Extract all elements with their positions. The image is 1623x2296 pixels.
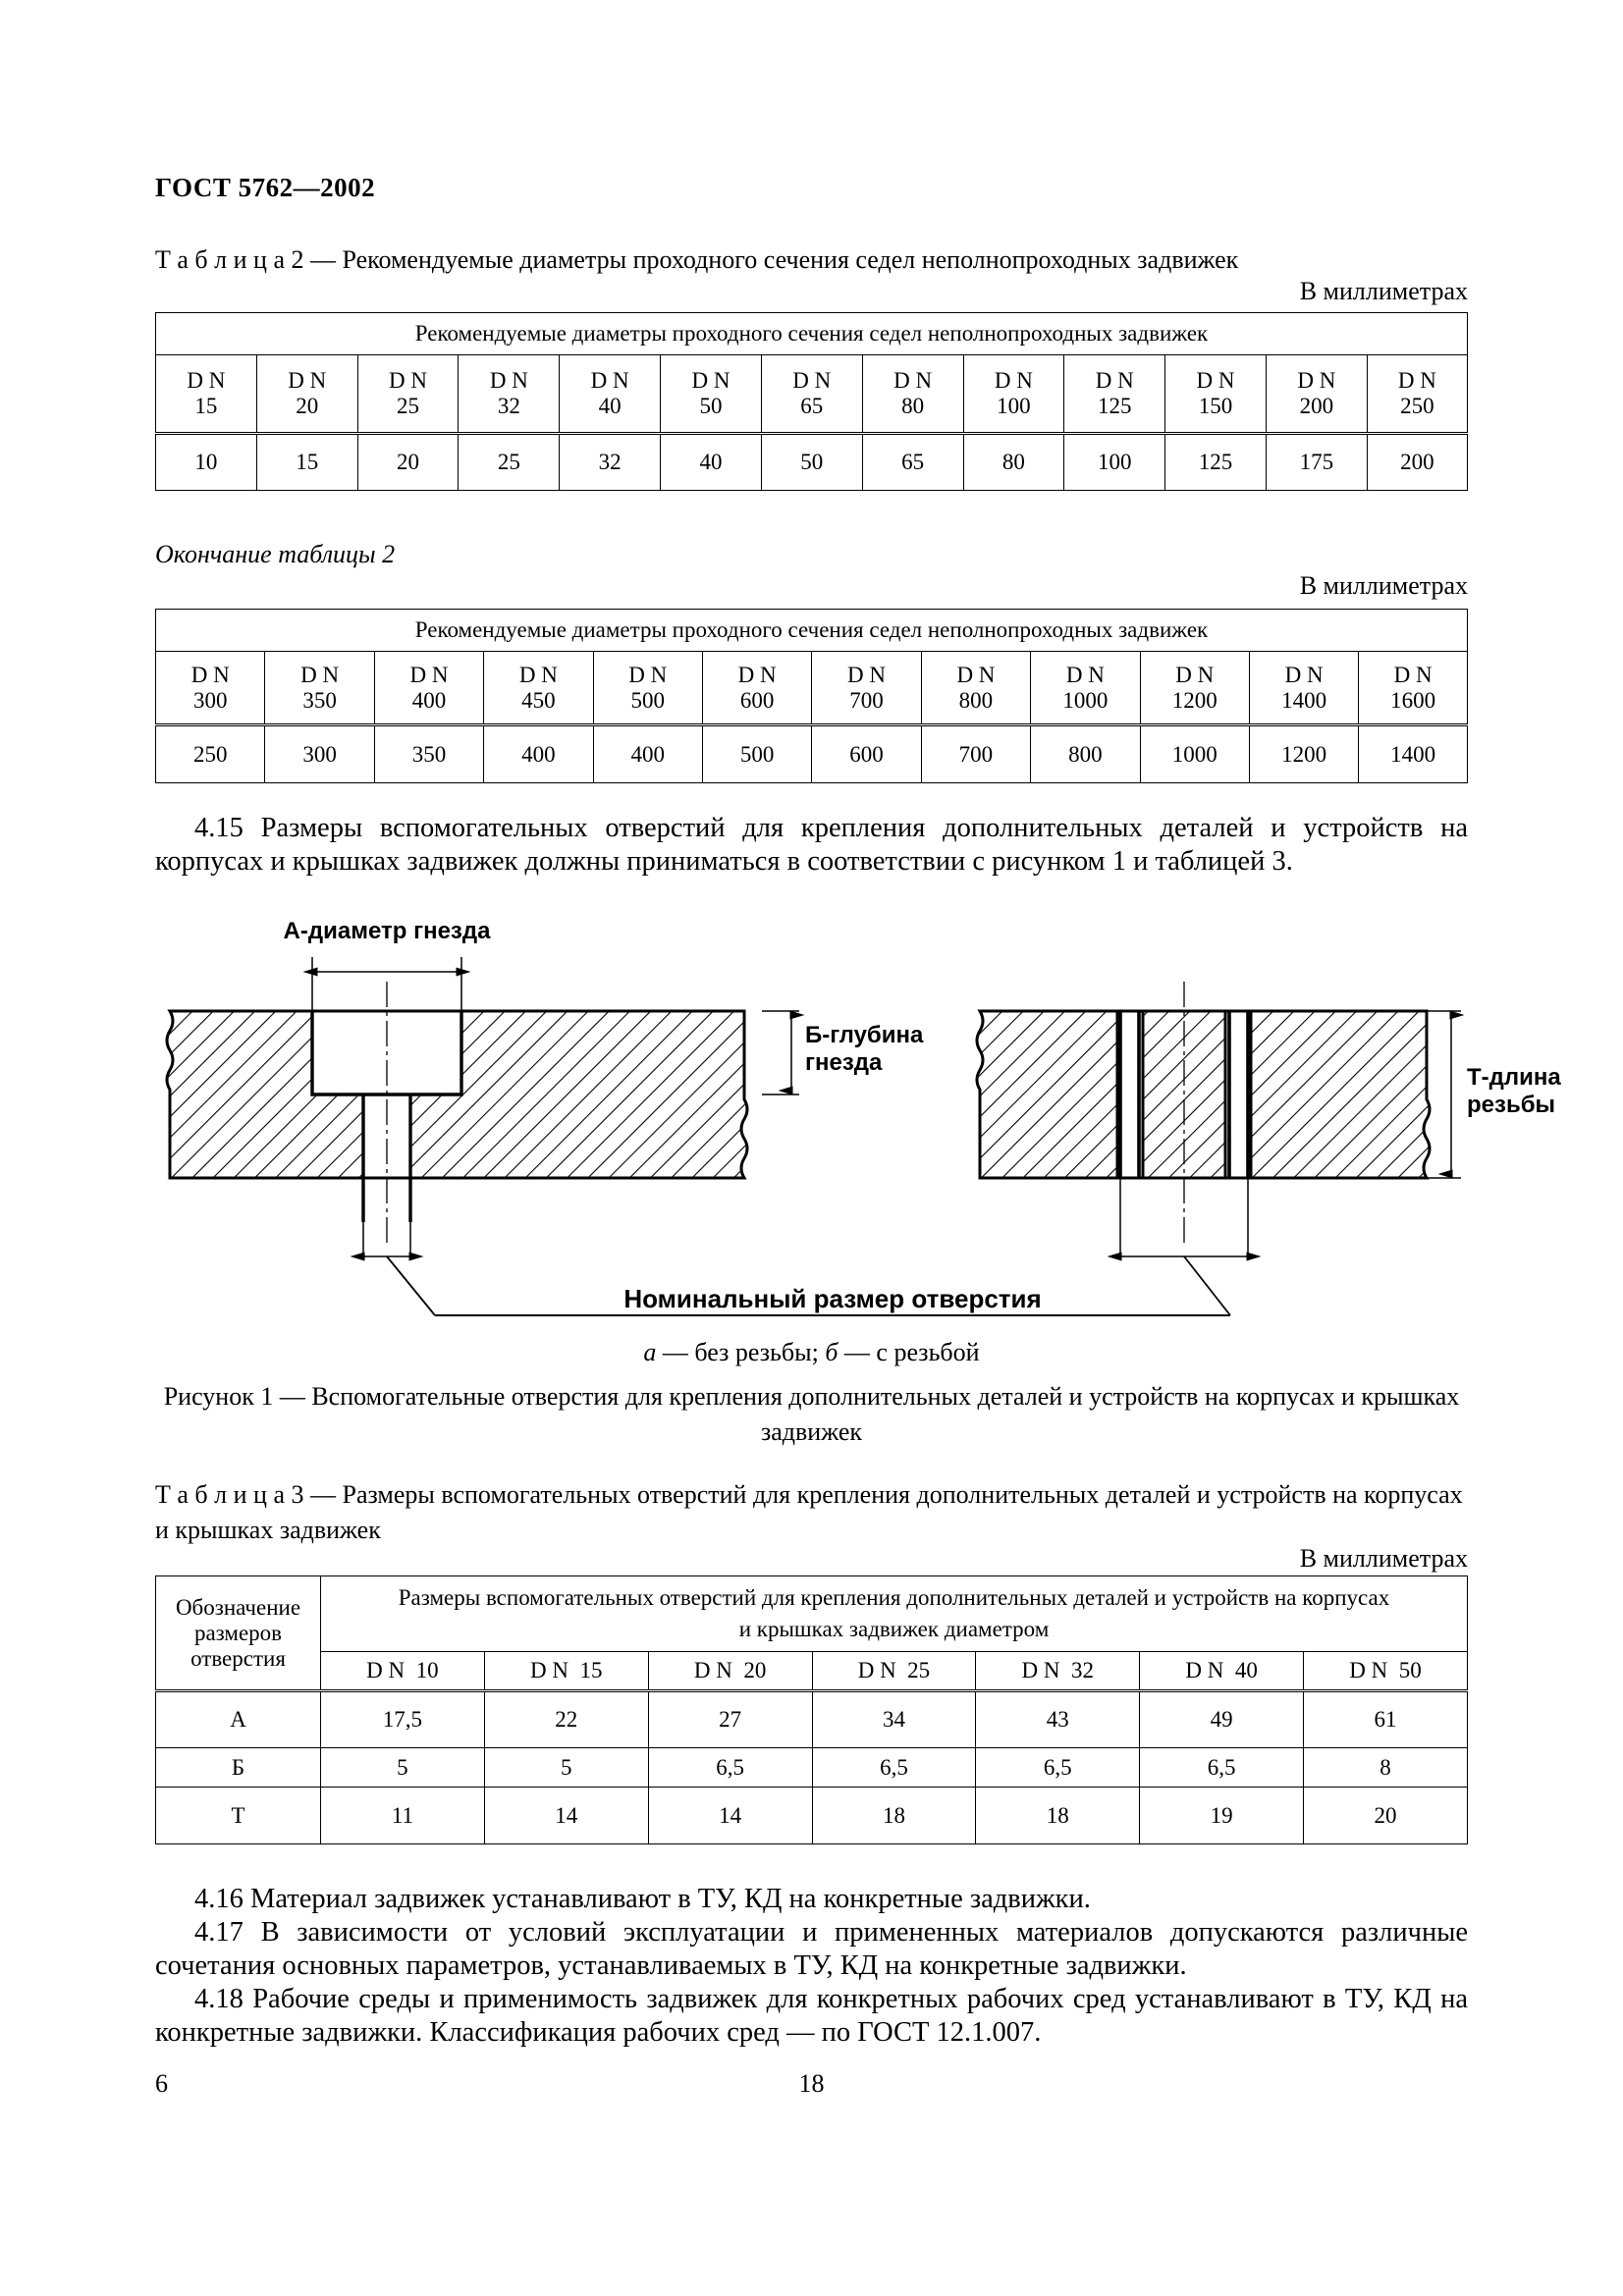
svg-text:резьбы: резьбы (1467, 1092, 1555, 1118)
svg-text:Т-длина: Т-длина (1467, 1064, 1561, 1091)
svg-text:Номинальный размер отверстия: Номинальный размер отверстия (623, 1284, 1041, 1313)
svg-text:гнезда: гнезда (805, 1049, 883, 1076)
svg-text:А-диаметр гнезда: А-диаметр гнезда (284, 918, 492, 944)
svg-text:Б-глубина: Б-глубина (805, 1022, 924, 1048)
